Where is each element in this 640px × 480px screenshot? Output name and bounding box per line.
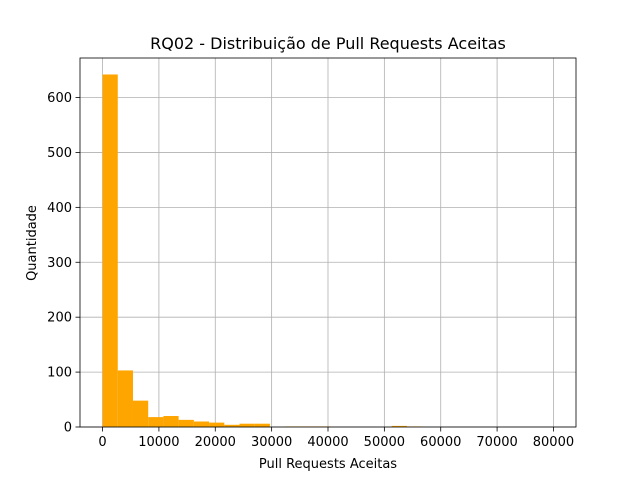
histogram-bar [224, 424, 240, 427]
y-tick-label: 600 [47, 91, 72, 106]
histogram-bar [193, 421, 210, 427]
x-tick-label: 60000 [420, 435, 461, 450]
y-tick-label: 500 [47, 146, 72, 161]
x-tick-label: 30000 [251, 435, 292, 450]
histogram-bar [209, 422, 225, 427]
histogram-bar [178, 419, 194, 427]
x-tick-label: 20000 [195, 435, 236, 450]
histogram-bar [391, 425, 407, 427]
y-tick-label: 100 [47, 366, 72, 381]
y-tick-label: 0 [64, 421, 72, 436]
x-tick-label: 0 [98, 435, 106, 450]
grid-lines [80, 58, 576, 428]
histogram-bar [117, 370, 133, 427]
histogram-bar [254, 423, 270, 427]
x-tick-label: 50000 [364, 435, 405, 450]
x-tick-label: 40000 [307, 435, 348, 450]
y-tick-label: 400 [47, 201, 72, 216]
histogram-bar [102, 74, 118, 428]
y-axis-title: Quantidade [25, 205, 40, 281]
y-tick-label: 300 [47, 256, 72, 271]
histogram-bar [148, 417, 164, 427]
x-tick-label: 10000 [138, 435, 179, 450]
histogram-bar [239, 423, 255, 427]
x-axis-title: Pull Requests Aceitas [259, 457, 397, 472]
x-tick-label: 80000 [533, 435, 574, 450]
histogram-bars [102, 74, 423, 428]
histogram-bar [132, 400, 149, 427]
histogram-bar [163, 416, 179, 427]
x-tick-label: 70000 [476, 435, 517, 450]
y-tick-label: 200 [47, 311, 72, 326]
chart-title: RQ02 - Distribuição de Pull Requests Ace… [150, 34, 506, 53]
tick-marks-and-labels: 0 10000 20000 30000 40000 50000 60000 70000 8000… [47, 91, 574, 450]
